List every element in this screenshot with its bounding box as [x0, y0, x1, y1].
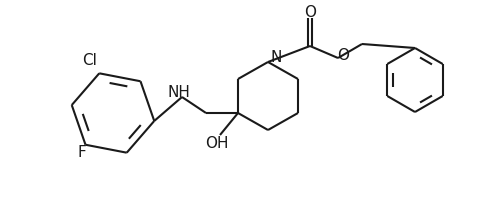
Text: O: O	[337, 48, 349, 63]
Text: O: O	[304, 5, 316, 19]
Text: NH: NH	[167, 85, 191, 100]
Text: Cl: Cl	[82, 53, 97, 68]
Text: F: F	[77, 145, 87, 160]
Text: OH: OH	[205, 135, 229, 150]
Text: N: N	[270, 50, 282, 65]
